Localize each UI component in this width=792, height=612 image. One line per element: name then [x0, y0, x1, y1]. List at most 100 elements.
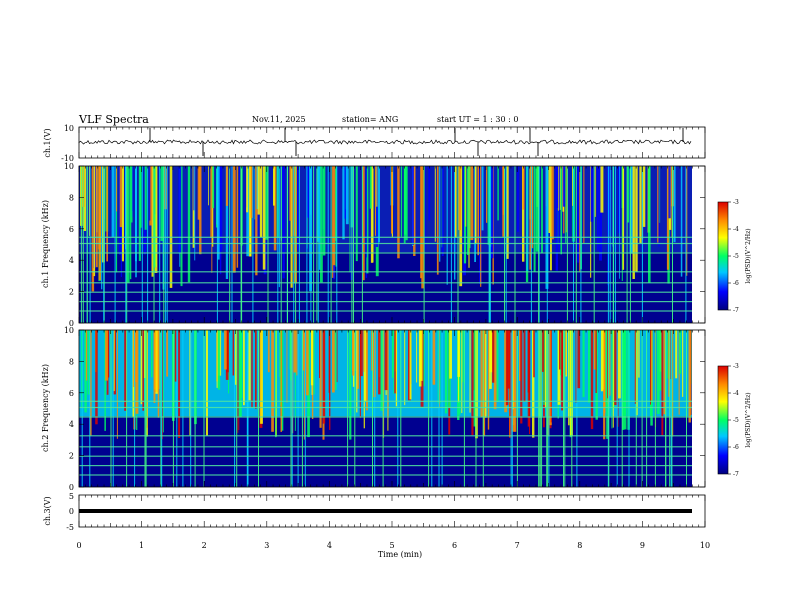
spectrogram-streak [320, 166, 323, 283]
spectrogram-streak [363, 330, 365, 429]
spectrogram-streak [565, 166, 568, 233]
spectrogram-streak [293, 330, 297, 373]
spectrogram-sferic [306, 166, 308, 323]
spectrogram-streak [579, 166, 581, 273]
figure-title: VLF Spectra [78, 113, 149, 126]
spectrogram-sferic [621, 330, 623, 487]
spectrogram-streak [619, 166, 620, 279]
spectrogram-sferic [165, 166, 167, 323]
spectrogram-streak [484, 330, 487, 418]
spectrogram-streak [395, 330, 398, 407]
spectrogram-streak [107, 330, 110, 378]
spectrogram-streak [650, 330, 651, 405]
spectrogram-streak [132, 166, 134, 211]
spectrogram-sferic [166, 166, 168, 323]
colorbar-tick-label: -4 [733, 390, 739, 397]
ch1-ylabel: ch.1(V) [43, 128, 52, 157]
x-tick-label: 0 [76, 541, 81, 550]
x-axis-ticks [78, 127, 706, 527]
spectrogram-sferic [310, 166, 312, 323]
spectrogram-sferic [564, 330, 566, 487]
spectrogram-sferic [608, 330, 610, 487]
spectrogram-streak [262, 166, 266, 270]
spectrogram-sferic [438, 330, 440, 487]
spectrogram-streak [237, 330, 239, 433]
spectrogram-streak [403, 166, 406, 244]
spectrogram-sferic [236, 330, 238, 487]
spectrogram-streak [119, 166, 123, 228]
spectrogram-streak [520, 330, 523, 424]
ch1-colorbar-ticks: -3 -4 -5 -6 -7 [728, 199, 739, 314]
ch2-colorbar [717, 365, 729, 475]
spectrogram-sferic [240, 166, 242, 323]
spectrogram-streak [656, 330, 660, 414]
spectrogram-streak [232, 166, 236, 273]
spectrogram-sferic [441, 330, 443, 487]
spectrogram-streak [663, 330, 666, 415]
spectrogram-sferic [145, 330, 147, 487]
spectrogram-narrowband-line [79, 271, 692, 273]
spectrogram-streak [627, 166, 630, 223]
spectrogram-streak [85, 330, 88, 381]
spectrogram-streak [679, 330, 682, 374]
spectrogram-streak [529, 166, 532, 270]
spectrogram-streak [271, 330, 274, 432]
spectrogram-streak [666, 166, 669, 270]
spectrogram-sferic [112, 330, 114, 487]
spectrogram-streak [391, 166, 393, 234]
spectrogram-streak [480, 166, 484, 231]
spectrogram-sferic [313, 166, 315, 323]
spectrogram-streak [319, 330, 320, 378]
spectrogram-sferic [144, 330, 146, 487]
spectrogram-streak [259, 166, 263, 237]
spectrogram-streak [378, 330, 381, 395]
spectrogram-streak [688, 330, 691, 423]
spectrogram-streak [374, 166, 376, 236]
spectrogram-sferic [510, 330, 512, 487]
colorbar-tick-label: -3 [733, 363, 739, 370]
spectrogram-streak [217, 166, 220, 260]
spectrogram-streak [457, 330, 460, 377]
spectrogram-sferic [548, 330, 550, 487]
spectrogram-sferic [258, 330, 259, 487]
colorbar-tick-label: -6 [733, 280, 739, 287]
spectrogram-streak [492, 330, 495, 383]
spectrogram-streak [313, 330, 315, 395]
spectrogram-streak [565, 166, 567, 243]
spectrogram-streak [162, 330, 163, 440]
spectrogram-streak [98, 166, 101, 281]
spectrogram-streak [561, 330, 564, 411]
spectrogram-streak [257, 166, 260, 215]
spectrogram-ytick: 2 [69, 288, 74, 297]
spectrogram-streak [632, 166, 635, 279]
spectrogram-sferic [489, 166, 491, 323]
spectrogram-sferic [431, 330, 433, 487]
spectrogram-streak [522, 166, 525, 210]
spectrogram-sferic [126, 330, 128, 487]
spectrogram-streak [650, 330, 653, 401]
spectrogram-sferic [159, 166, 161, 323]
spectrogram-streak [502, 166, 505, 237]
spectrogram-no-data [692, 166, 705, 323]
spectrogram-streak [359, 330, 363, 377]
spectrogram-streak [667, 330, 669, 379]
spectrogram-sferic [234, 330, 236, 487]
spectrogram-streak [336, 330, 338, 383]
spectrogram-streak [559, 330, 561, 370]
colorbar-tick-label: -3 [733, 199, 739, 206]
spectrogram-streak [480, 166, 482, 287]
spectrogram-sferic [670, 330, 672, 487]
spectrogram-sferic [505, 166, 507, 323]
spectrogram-streak [155, 330, 159, 394]
ch3-ylabel: ch.3(V) [43, 496, 52, 525]
spectrogram-streak [306, 166, 309, 218]
spectrogram-streak [594, 166, 596, 217]
spectrogram-sferic [614, 166, 616, 323]
spectrogram-streak [265, 166, 268, 240]
spectrogram-streak [432, 330, 436, 385]
spectrogram-streak [296, 166, 299, 251]
spectrogram-streak [423, 330, 425, 387]
spectrogram-streak [135, 166, 137, 278]
spectrogram-streak [497, 166, 499, 221]
spectrogram-streak [166, 330, 169, 377]
